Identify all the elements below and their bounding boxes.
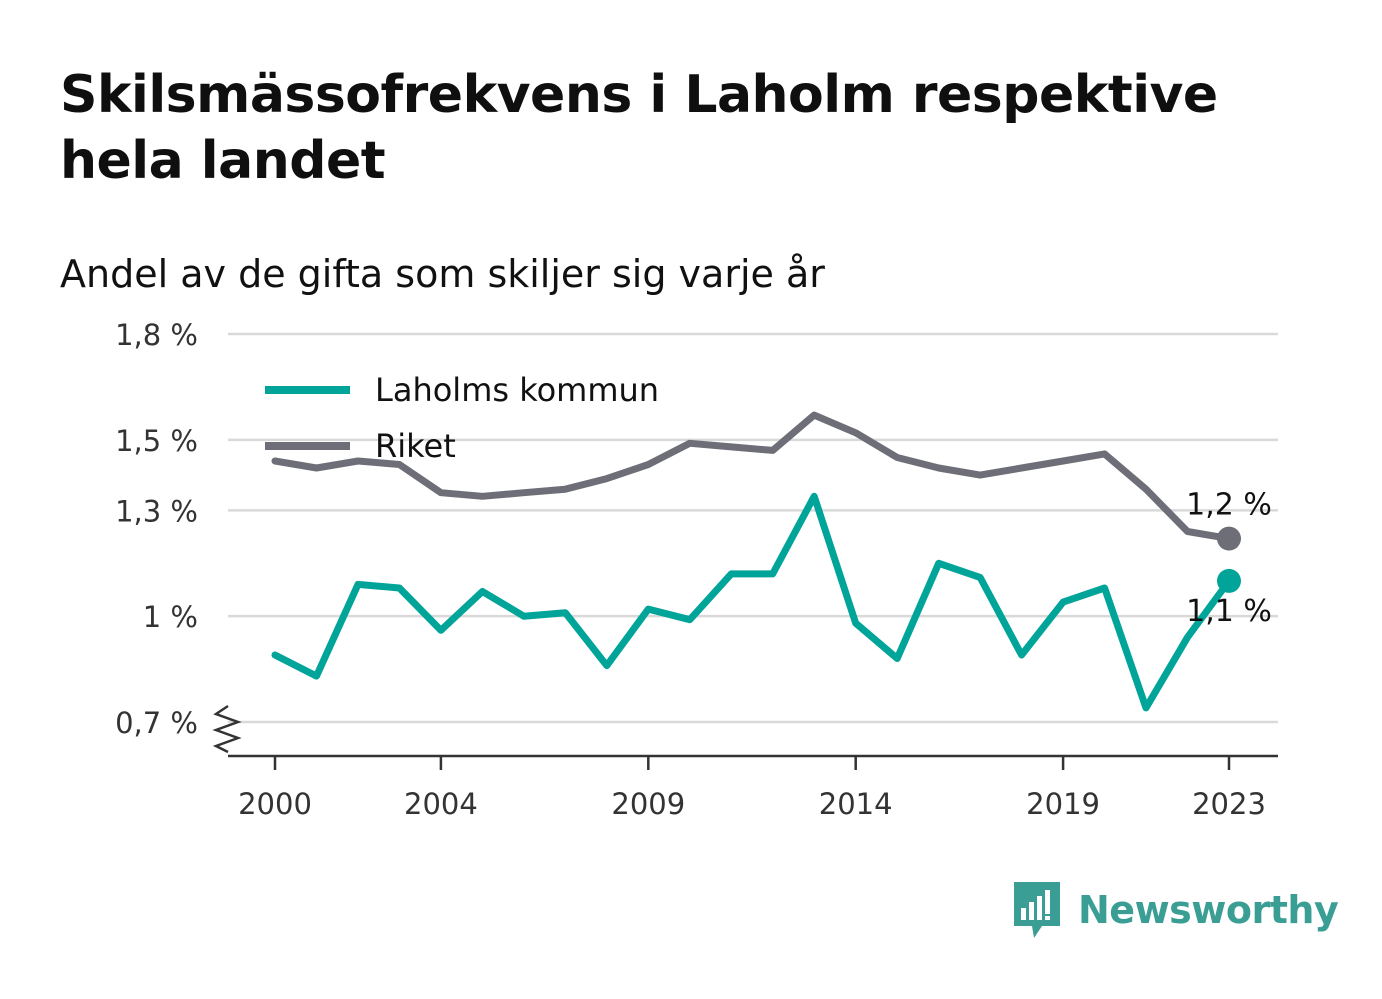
bar-chart-speech-bubble-icon xyxy=(1014,882,1060,938)
x-tick-label: 2014 xyxy=(819,787,893,821)
legend-label-laholm: Laholms kommun xyxy=(375,371,659,409)
end-marker-laholm xyxy=(1217,568,1241,593)
end-marker-riket xyxy=(1217,526,1241,551)
y-axis-break xyxy=(212,704,242,754)
series-line-laholm xyxy=(271,492,1233,712)
legend-label-riket: Riket xyxy=(375,427,456,465)
chart-title: Skilsmässofrekvens i Laholm respektive h… xyxy=(60,65,1218,191)
x-tick-label: 2009 xyxy=(611,787,685,821)
y-tick-label: 1 % xyxy=(143,600,198,634)
x-axis-tick-labels: 2000 2004 2009 2014 2019 2023 xyxy=(238,756,1266,821)
y-axis-tick-labels: 0,7 % 1 % 1,3 % 1,5 % 1,8 % xyxy=(115,318,198,740)
series-line-riket xyxy=(271,411,1233,543)
series-lines xyxy=(271,411,1233,712)
x-tick-label: 2019 xyxy=(1026,787,1100,821)
x-tick-label: 2004 xyxy=(404,787,478,821)
y-tick-label: 0,7 % xyxy=(115,706,198,740)
y-tick-label: 1,5 % xyxy=(115,424,198,458)
x-tick-label: 2000 xyxy=(238,787,312,821)
newsworthy-logo: Newsworthy xyxy=(1012,880,1339,940)
grid-lines xyxy=(228,332,1278,724)
end-label-laholm: 1,1 % xyxy=(1186,594,1272,629)
y-tick-label: 1,8 % xyxy=(115,318,198,352)
brand-name: Newsworthy xyxy=(1078,888,1339,932)
legend: Laholms kommun Riket xyxy=(265,371,659,465)
y-tick-label: 1,3 % xyxy=(115,494,198,528)
chart-subtitle: Andel av de gifta som skiljer sig varje … xyxy=(60,252,825,296)
end-label-riket: 1,2 % xyxy=(1186,488,1272,523)
x-axis xyxy=(212,704,1278,758)
x-tick-label: 2023 xyxy=(1192,787,1266,821)
end-markers: 1,1 % 1,2 % xyxy=(1186,488,1272,629)
